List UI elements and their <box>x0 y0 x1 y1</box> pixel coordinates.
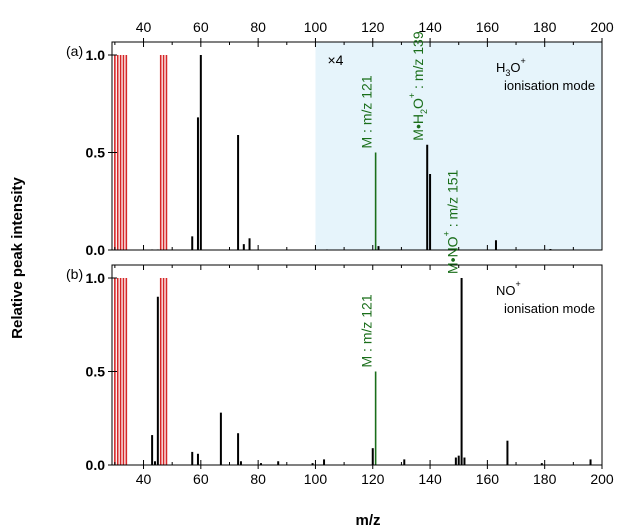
y-tick-label: 0.5 <box>86 145 106 161</box>
plot-frame <box>111 41 603 251</box>
x-bottom-tick-label: 160 <box>476 471 500 487</box>
y-axis-title: Relative peak intensity <box>9 176 26 338</box>
x-bottom-tick-label: 40 <box>136 471 152 487</box>
x-top-tick-label: 100 <box>304 19 328 35</box>
x-top-tick-label: 80 <box>250 19 266 35</box>
x-top-tick-label: 160 <box>476 19 500 35</box>
peak-annotation: M : m/z 121 <box>359 294 375 367</box>
panel-b: 0.0 0.5 1.0 40 60 80 100 120 140 160 180 200 (b) NO+ i… <box>66 169 614 487</box>
y-tick-label: 0.0 <box>86 242 106 258</box>
peak-annotation: M•H2O+ : m/z 139 <box>407 31 429 141</box>
plot-frame <box>111 264 603 466</box>
x-axis-title: m/z <box>355 512 380 529</box>
x-top-tick-label: 180 <box>533 19 557 35</box>
x-bottom-tick-label: 60 <box>193 471 209 487</box>
x-bottom-tick-label: 100 <box>304 471 328 487</box>
x-bottom-tick-label: 180 <box>533 471 557 487</box>
ion-mode-text: ionisation mode <box>504 301 595 316</box>
y-tick-label: 0.0 <box>86 457 106 473</box>
x-top-tick-label: 200 <box>590 19 614 35</box>
peak-annotation: M•NO+ : m/z 151 <box>442 169 461 274</box>
panel-tag: (a) <box>66 43 83 59</box>
x-bottom-tick-label: 120 <box>361 471 385 487</box>
multiplier-label: ×4 <box>327 52 343 68</box>
panels-layer: 0.0 0.5 1.0 40 60 80 100 120 140 160 180 200 (a) ×4 H3… <box>66 19 614 487</box>
x-bottom-tick-label: 80 <box>250 471 266 487</box>
highlight-region <box>315 42 602 250</box>
x-top-tick-label: 40 <box>136 19 152 35</box>
x-bottom-tick-label: 140 <box>418 471 442 487</box>
panel-tag: (b) <box>66 266 83 282</box>
ion-mode-label: H3O+ <box>496 56 526 78</box>
ion-mode-text: ionisation mode <box>504 78 595 93</box>
y-tick-label: 1.0 <box>86 47 106 63</box>
x-bottom-tick-label: 200 <box>590 471 614 487</box>
x-top-tick-label: 120 <box>361 19 385 35</box>
ion-mode-label: NO+ <box>496 279 521 298</box>
y-tick-label: 1.0 <box>86 270 106 286</box>
y-tick-label: 0.5 <box>86 364 106 380</box>
x-top-tick-label: 60 <box>193 19 209 35</box>
x-top-tick-label: 140 <box>418 19 442 35</box>
peak-annotation: M : m/z 121 <box>359 75 375 148</box>
panel-a: 0.0 0.5 1.0 40 60 80 100 120 140 160 180 200 (a) ×4 H3… <box>66 19 614 258</box>
